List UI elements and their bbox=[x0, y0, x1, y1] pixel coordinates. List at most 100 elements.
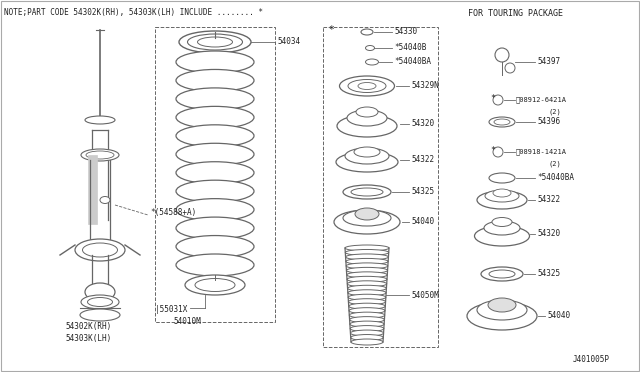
Ellipse shape bbox=[100, 196, 110, 203]
Ellipse shape bbox=[346, 259, 388, 264]
Text: *: * bbox=[328, 25, 334, 35]
Ellipse shape bbox=[485, 190, 519, 202]
Ellipse shape bbox=[347, 110, 387, 126]
Ellipse shape bbox=[188, 34, 243, 50]
Ellipse shape bbox=[474, 226, 529, 246]
Ellipse shape bbox=[339, 76, 394, 96]
Ellipse shape bbox=[484, 221, 520, 235]
Ellipse shape bbox=[489, 173, 515, 183]
Text: 54322: 54322 bbox=[411, 155, 434, 164]
Ellipse shape bbox=[348, 299, 385, 305]
Ellipse shape bbox=[343, 210, 391, 226]
Ellipse shape bbox=[86, 151, 114, 159]
Ellipse shape bbox=[198, 37, 232, 47]
Ellipse shape bbox=[176, 125, 254, 147]
Ellipse shape bbox=[481, 267, 523, 281]
Ellipse shape bbox=[489, 270, 515, 278]
Ellipse shape bbox=[81, 149, 119, 161]
Ellipse shape bbox=[477, 300, 527, 320]
Ellipse shape bbox=[348, 80, 386, 93]
Text: 54040: 54040 bbox=[547, 311, 570, 321]
Text: 54396: 54396 bbox=[537, 118, 560, 126]
Ellipse shape bbox=[343, 185, 391, 199]
Text: 54302K(RH): 54302K(RH) bbox=[65, 323, 111, 331]
Text: 54034: 54034 bbox=[277, 38, 300, 46]
Ellipse shape bbox=[185, 275, 245, 295]
Ellipse shape bbox=[176, 88, 254, 110]
Ellipse shape bbox=[347, 276, 387, 282]
Ellipse shape bbox=[346, 263, 388, 269]
Ellipse shape bbox=[347, 272, 387, 278]
Circle shape bbox=[493, 147, 503, 157]
Ellipse shape bbox=[176, 217, 254, 239]
Ellipse shape bbox=[346, 267, 388, 273]
Ellipse shape bbox=[337, 115, 397, 137]
Ellipse shape bbox=[354, 147, 380, 157]
Ellipse shape bbox=[334, 210, 400, 234]
Text: *54040B: *54040B bbox=[394, 44, 426, 52]
Text: 54330: 54330 bbox=[394, 28, 417, 36]
Ellipse shape bbox=[83, 243, 118, 257]
Ellipse shape bbox=[351, 330, 383, 336]
Text: 54040: 54040 bbox=[411, 218, 434, 227]
Ellipse shape bbox=[350, 326, 384, 331]
Text: ⓝ08912-6421A: ⓝ08912-6421A bbox=[516, 97, 567, 103]
Ellipse shape bbox=[81, 295, 119, 309]
Text: 54325: 54325 bbox=[411, 187, 434, 196]
Ellipse shape bbox=[348, 290, 386, 296]
Ellipse shape bbox=[348, 285, 387, 291]
Ellipse shape bbox=[345, 245, 389, 251]
Ellipse shape bbox=[351, 334, 383, 340]
Text: 54050M: 54050M bbox=[411, 291, 439, 299]
Text: 54303K(LH): 54303K(LH) bbox=[65, 334, 111, 343]
Text: 54320: 54320 bbox=[411, 119, 434, 128]
Ellipse shape bbox=[493, 189, 511, 197]
Text: *54040BA: *54040BA bbox=[394, 58, 431, 67]
Text: 54010M: 54010M bbox=[173, 317, 201, 327]
Text: 54397: 54397 bbox=[537, 58, 560, 67]
Ellipse shape bbox=[346, 250, 388, 256]
Text: (2): (2) bbox=[548, 109, 561, 115]
Ellipse shape bbox=[349, 303, 385, 309]
Bar bbox=[155, 27, 275, 322]
Ellipse shape bbox=[351, 339, 383, 345]
Ellipse shape bbox=[176, 51, 254, 73]
Ellipse shape bbox=[358, 83, 376, 90]
Ellipse shape bbox=[488, 298, 516, 312]
Circle shape bbox=[505, 63, 515, 73]
Text: 54329N: 54329N bbox=[411, 81, 439, 90]
Ellipse shape bbox=[348, 281, 387, 287]
Text: |55031X: |55031X bbox=[155, 305, 188, 314]
Ellipse shape bbox=[494, 119, 510, 125]
Text: 54320: 54320 bbox=[537, 230, 560, 238]
Text: 54322: 54322 bbox=[537, 196, 560, 205]
Ellipse shape bbox=[365, 59, 378, 65]
Ellipse shape bbox=[85, 283, 115, 301]
Text: ⓝ08918-1421A: ⓝ08918-1421A bbox=[516, 149, 567, 155]
Ellipse shape bbox=[349, 312, 385, 318]
Ellipse shape bbox=[176, 106, 254, 128]
Ellipse shape bbox=[467, 302, 537, 330]
Ellipse shape bbox=[351, 188, 383, 196]
Text: NOTE;PART CODE 54302K(RH), 54303K(LH) INCLUDE ........ *: NOTE;PART CODE 54302K(RH), 54303K(LH) IN… bbox=[4, 9, 263, 17]
Ellipse shape bbox=[176, 235, 254, 257]
Ellipse shape bbox=[492, 218, 512, 227]
Ellipse shape bbox=[477, 191, 527, 209]
Text: *(54588+A): *(54588+A) bbox=[150, 208, 196, 218]
Text: 54325: 54325 bbox=[537, 269, 560, 279]
Ellipse shape bbox=[195, 279, 235, 292]
Text: (2): (2) bbox=[548, 161, 561, 167]
Text: FOR TOURING PACKAGE: FOR TOURING PACKAGE bbox=[468, 9, 563, 17]
Ellipse shape bbox=[355, 208, 379, 220]
Ellipse shape bbox=[350, 321, 384, 327]
Ellipse shape bbox=[88, 298, 113, 307]
Ellipse shape bbox=[336, 152, 398, 172]
Circle shape bbox=[493, 95, 503, 105]
Ellipse shape bbox=[346, 254, 388, 260]
Ellipse shape bbox=[356, 107, 378, 117]
Ellipse shape bbox=[345, 148, 389, 164]
Text: *54040BA: *54040BA bbox=[537, 173, 574, 183]
Text: *: * bbox=[490, 93, 495, 103]
Ellipse shape bbox=[176, 70, 254, 92]
Ellipse shape bbox=[361, 29, 373, 35]
